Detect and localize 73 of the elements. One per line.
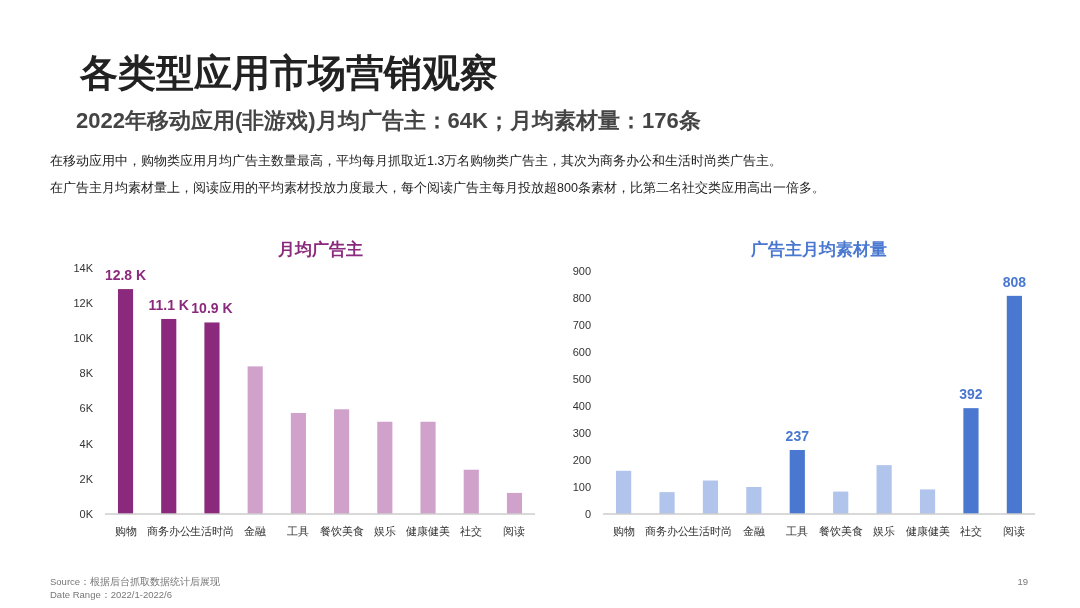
bar bbox=[463, 469, 479, 514]
bar bbox=[290, 412, 306, 514]
x-tick-label: 购物 bbox=[612, 525, 635, 537]
text: 19 bbox=[1017, 576, 1028, 587]
bar bbox=[1006, 295, 1022, 514]
y-tick-label: 200 bbox=[572, 453, 591, 466]
x-tick-label: 健康健美 bbox=[905, 525, 950, 537]
bar bbox=[919, 489, 936, 514]
data-label: 11.1 K bbox=[148, 296, 189, 313]
y-tick-label: 2K bbox=[79, 472, 94, 485]
data-label: 12.8 K bbox=[104, 267, 147, 284]
x-tick-label: 健康健美 bbox=[406, 525, 451, 537]
x-tick-label: 金融 bbox=[244, 525, 267, 537]
bar bbox=[420, 421, 436, 514]
x-tick-label: 生活时尚 bbox=[688, 525, 733, 537]
y-tick-label: 14K bbox=[73, 261, 94, 274]
x-tick-label: 商务办公 bbox=[146, 525, 191, 537]
bar bbox=[789, 450, 805, 514]
chart-title: 各类型应用市场营销观察 bbox=[79, 52, 498, 94]
bar bbox=[746, 487, 762, 514]
y-tick-label: 0 bbox=[584, 507, 591, 520]
bar bbox=[247, 366, 263, 514]
bar bbox=[616, 470, 632, 514]
x-tick-label: 阅读 bbox=[1003, 525, 1026, 537]
bar bbox=[702, 480, 719, 514]
bar bbox=[334, 409, 350, 514]
x-tick-label: 娱乐 bbox=[873, 525, 896, 537]
bar bbox=[204, 322, 220, 514]
bar bbox=[161, 318, 177, 514]
y-tick-label: 900 bbox=[572, 264, 591, 277]
source-note: Source：根据后台抓取数据统计后展现 bbox=[50, 576, 221, 587]
x-tick-label: 餐饮美食 bbox=[818, 525, 863, 537]
x-tick-label: 餐饮美食 bbox=[319, 525, 364, 537]
x-tick-label: 社交 bbox=[959, 525, 982, 537]
data-label: 10.9 K bbox=[191, 300, 233, 317]
y-tick-label: 300 bbox=[572, 426, 591, 439]
y-tick-label: 700 bbox=[572, 318, 591, 331]
text: 在广告主月均素材量上，阅读应用的平均素材投放力度最大，每个阅读广告主每月投放超800条素材，比第二名社交类应用高出一倍多。 bbox=[50, 180, 825, 195]
data-label: 808 bbox=[1002, 273, 1027, 290]
x-tick-label: 金融 bbox=[742, 525, 765, 537]
data-label: 237 bbox=[785, 428, 810, 445]
data-label: 392 bbox=[959, 386, 983, 403]
x-tick-label: 工具 bbox=[287, 525, 310, 537]
x-tick-label: 工具 bbox=[786, 525, 809, 537]
x-tick-label: 购物 bbox=[114, 525, 137, 537]
x-tick-label: 娱乐 bbox=[373, 525, 396, 537]
x-tick-label: 阅读 bbox=[503, 525, 526, 537]
bar bbox=[377, 421, 393, 514]
text: 在移动应用中，购物类应用月均广告主数量最高，平均每月抓取近1.3万名购物类广告主，其次为商务办公和生活时尚类广告主。 bbox=[50, 153, 783, 168]
y-tick-label: 12K bbox=[73, 296, 94, 309]
bar bbox=[659, 492, 675, 514]
chart-title: 广告主月均素材量 bbox=[750, 240, 887, 259]
x-axis-title: 月均广告主 bbox=[276, 240, 363, 259]
bar bbox=[506, 492, 523, 514]
bar bbox=[833, 491, 849, 514]
y-tick-label: 6K bbox=[79, 402, 94, 415]
y-tick-label: 0K bbox=[79, 507, 94, 520]
bar bbox=[117, 289, 134, 514]
y-tick-label: 400 bbox=[572, 399, 591, 412]
bar bbox=[963, 408, 979, 514]
y-tick-label: 100 bbox=[572, 480, 591, 493]
y-tick-label: 500 bbox=[572, 372, 591, 385]
chart-subtitle: 2022年移动应用(非游戏)月均广告主：64K；月均素材量：176条 bbox=[76, 108, 701, 133]
x-tick-label: 社交 bbox=[460, 525, 483, 537]
text: Date Range：2022/1-2022/6 bbox=[50, 589, 172, 600]
y-tick-label: 800 bbox=[572, 291, 591, 304]
y-tick-label: 10K bbox=[73, 332, 94, 345]
y-tick-label: 600 bbox=[572, 345, 591, 358]
x-tick-label: 生活时尚 bbox=[189, 525, 234, 537]
bar bbox=[876, 465, 892, 514]
y-tick-label: 4K bbox=[79, 437, 94, 450]
y-tick-label: 8K bbox=[79, 367, 94, 380]
x-tick-label: 商务办公 bbox=[645, 525, 690, 537]
